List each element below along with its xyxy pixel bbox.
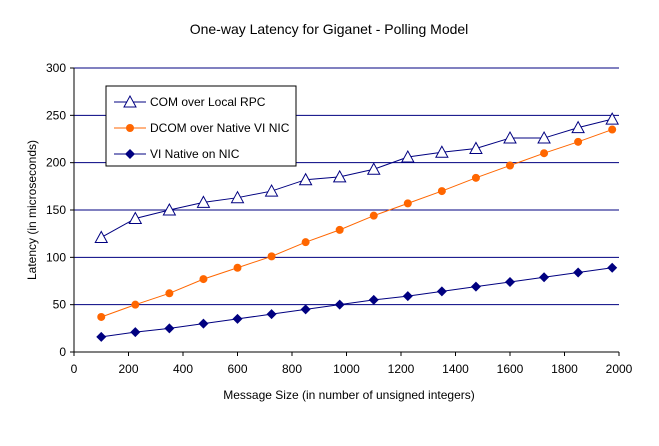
data-point-diamond (164, 323, 175, 334)
data-point-circle (437, 187, 446, 196)
legend-box (105, 85, 297, 167)
data-point-diamond (573, 267, 584, 278)
data-point-triangle (128, 211, 143, 225)
y-tick-label: 100 (46, 250, 66, 264)
legend-label: VI Native on NIC (150, 147, 240, 161)
data-point-triangle (435, 145, 449, 158)
data-point-circle (126, 124, 134, 132)
series-line (101, 267, 613, 338)
data-point-triangle (400, 149, 415, 163)
data-point-circle (97, 312, 106, 321)
y-tick-label: 0 (59, 345, 66, 359)
data-point-circle (233, 263, 242, 272)
data-point-triangle (537, 131, 551, 144)
data-point-circle (506, 161, 514, 170)
data-point-triangle (94, 230, 109, 243)
x-tick-label: 400 (173, 362, 193, 376)
data-point-diamond (198, 318, 209, 329)
data-point-diamond (436, 286, 447, 297)
data-point-diamond (125, 149, 135, 159)
y-tick-label: 150 (46, 203, 66, 217)
data-point-triangle (469, 141, 483, 154)
data-point-circle (471, 173, 480, 182)
data-point-triangle (123, 94, 137, 108)
x-axis-label: Message Size (in number of unsigned inte… (223, 388, 474, 402)
data-point-circle (608, 125, 617, 134)
x-tick-label: 2000 (606, 362, 633, 376)
series-dcom-over-native-vi-nic (97, 125, 617, 321)
data-point-diamond (470, 281, 481, 292)
series-com-over-local-rpc (94, 112, 620, 243)
data-point-triangle (605, 112, 620, 125)
data-point-diamond (368, 294, 379, 305)
data-point-triangle (298, 172, 313, 186)
data-point-circle (131, 300, 140, 309)
x-tick-label: 1800 (551, 362, 578, 376)
data-point-diamond (402, 291, 413, 302)
data-point-diamond (130, 327, 141, 338)
x-tick-label: 0 (71, 362, 78, 376)
data-point-triangle (230, 190, 245, 204)
series-line (101, 118, 613, 238)
data-point-diamond (539, 272, 550, 283)
y-axis-label: Latency (in microseconds) (25, 140, 39, 280)
chart-title: One-way Latency for Giganet - Polling Mo… (190, 21, 469, 37)
data-point-diamond (607, 262, 618, 273)
data-point-circle (335, 225, 344, 234)
data-point-diamond (300, 304, 311, 315)
data-point-circle (301, 238, 310, 247)
series-line (101, 129, 613, 318)
x-tick-label: 1400 (442, 362, 469, 376)
data-point-triangle (264, 184, 279, 197)
data-point-triangle (571, 120, 585, 134)
data-point-circle (199, 275, 208, 284)
data-point-circle (574, 137, 583, 146)
legend-label: COM over Local RPC (150, 95, 266, 109)
data-point-circle (165, 289, 174, 298)
data-point-circle (540, 149, 549, 158)
data-point-circle (267, 252, 276, 261)
data-point-circle (369, 211, 378, 220)
data-point-diamond (334, 299, 345, 310)
data-point-triangle (196, 195, 211, 208)
x-tick-label: 200 (118, 362, 138, 376)
y-tick-label: 50 (53, 298, 67, 312)
y-tick-label: 300 (46, 61, 66, 75)
x-tick-label: 1600 (497, 362, 524, 376)
data-point-diamond (232, 313, 243, 324)
data-point-triangle (162, 202, 177, 216)
y-tick-label: 250 (46, 108, 66, 122)
legend-label: DCOM over Native VI NIC (150, 121, 290, 135)
x-tick-label: 800 (282, 362, 302, 376)
x-tick-label: 1200 (388, 362, 415, 376)
series-vi-native-on-nic (96, 262, 618, 342)
x-tick-label: 600 (227, 362, 247, 376)
data-point-circle (403, 199, 412, 208)
data-point-diamond (505, 276, 515, 287)
data-point-triangle (503, 131, 517, 144)
x-tick-label: 1000 (333, 362, 360, 376)
data-point-triangle (332, 169, 347, 183)
y-tick-label: 200 (46, 156, 66, 170)
data-point-triangle (366, 162, 381, 175)
data-point-diamond (266, 309, 277, 320)
data-point-diamond (96, 331, 107, 342)
